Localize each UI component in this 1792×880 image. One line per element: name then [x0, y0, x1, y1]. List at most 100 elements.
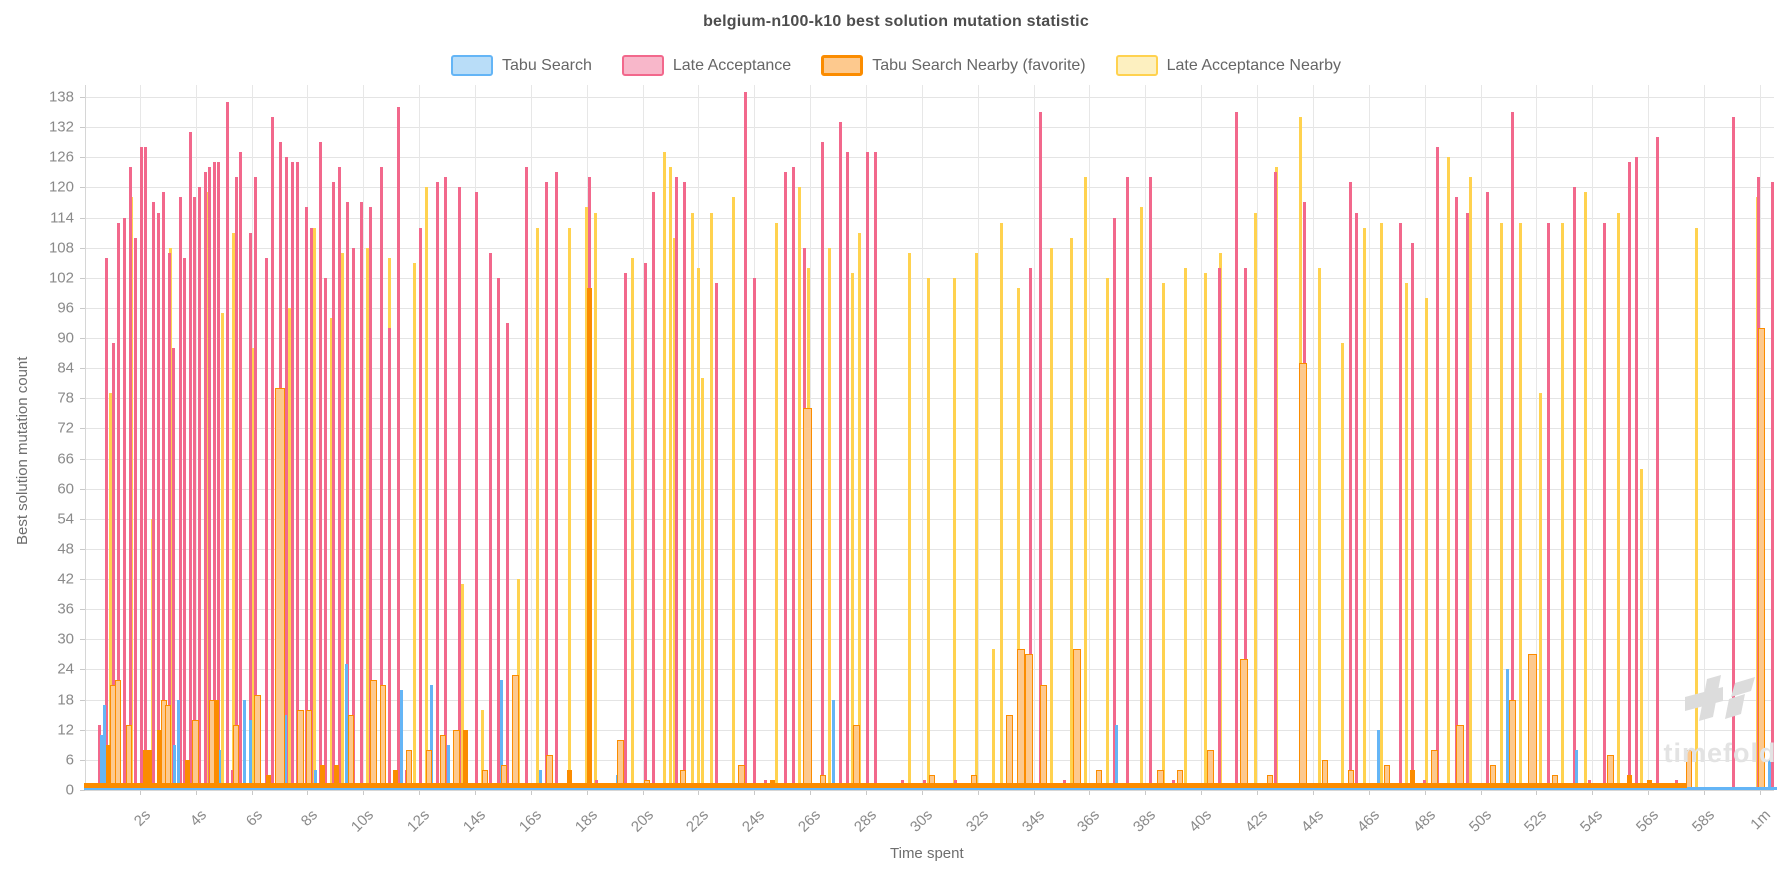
y-tick-label: 102: [48, 269, 74, 287]
tabu_search_nearby-bar: [1347, 769, 1354, 790]
tabu_search_nearby-bar: [253, 694, 261, 790]
legend-item-2[interactable]: Tabu Search Nearby (favorite): [821, 55, 1086, 76]
tabu_search-bar: [177, 699, 181, 790]
y-tick-mark: [80, 187, 85, 189]
legend-item-0[interactable]: Tabu Search: [451, 55, 592, 76]
late_acceptance-bar: [525, 167, 529, 790]
x-tick-label: 32s: [962, 806, 992, 836]
tabu_search_nearby-bar: [114, 679, 121, 790]
late_acceptance_nearby-bar: [109, 393, 113, 790]
tabu_search-bar: [399, 689, 403, 790]
tabu_search-bar: [539, 769, 543, 790]
y-tick-label: 72: [57, 419, 74, 437]
late_acceptance-bar: [134, 237, 138, 790]
x-tick-mark: [1201, 790, 1203, 795]
x-gridline: [1648, 85, 1650, 790]
x-gridline: [1145, 85, 1147, 790]
x-gridline: [530, 85, 532, 790]
tabu_search_nearby-bar: [425, 749, 432, 790]
y-tick-mark: [80, 127, 85, 129]
tabu_search_nearby-bar: [680, 769, 687, 790]
late_acceptance_nearby-bar: [329, 317, 333, 790]
late_acceptance_nearby-bar: [731, 197, 735, 790]
y-tick-label: 42: [57, 570, 74, 588]
x-tick-label: 28s: [850, 806, 881, 836]
tabu_search_nearby-bar: [1527, 654, 1537, 790]
x-tick-mark: [1145, 790, 1147, 795]
late_acceptance_nearby-bar: [1161, 282, 1165, 790]
x-tick-label: 16s: [515, 806, 545, 836]
late_acceptance-bar: [674, 177, 678, 790]
late_acceptance-bar: [265, 257, 269, 790]
late_acceptance-bar: [346, 202, 350, 790]
y-tick-mark: [80, 548, 85, 550]
late_acceptance_nearby-bar: [669, 167, 673, 790]
legend-item-3[interactable]: Late Acceptance Nearby: [1115, 55, 1341, 76]
tabu_search_nearby-bar: [1551, 774, 1558, 790]
late_acceptance_nearby-bar: [340, 252, 344, 790]
tabu_search-baseline: [84, 787, 1777, 790]
late_acceptance-bar: [1149, 177, 1153, 790]
legend-swatch-icon: [821, 55, 864, 76]
late_acceptance-bar: [874, 152, 878, 790]
late_acceptance_nearby-bar: [907, 252, 911, 790]
late_acceptance_nearby-bar: [1379, 222, 1383, 790]
late_acceptance-bar: [1511, 112, 1515, 790]
late_acceptance-bar: [554, 172, 558, 790]
late_acceptance_nearby-bar: [1083, 177, 1087, 790]
y-tick-mark: [80, 368, 85, 370]
late_acceptance-bar: [1125, 177, 1129, 790]
late_acceptance-bar: [203, 172, 207, 790]
y-tick-mark: [80, 759, 85, 761]
tabu_search_nearby-bar: [462, 729, 468, 790]
x-tick-mark: [1089, 790, 1091, 795]
x-gridline: [1703, 85, 1705, 790]
x-axis-title: Time spent: [890, 845, 964, 862]
x-tick-mark: [754, 790, 756, 795]
x-tick-mark: [251, 790, 253, 795]
tabu_search_nearby-bar: [125, 724, 132, 790]
x-tick-label: 40s: [1186, 806, 1216, 836]
x-tick-mark: [1536, 790, 1538, 795]
late_acceptance-bar: [497, 277, 501, 790]
x-tick-mark: [1648, 790, 1650, 795]
late_acceptance_nearby-bar: [1203, 272, 1207, 790]
late_acceptance-bar: [419, 227, 423, 790]
late_acceptance_nearby-bar: [287, 307, 291, 790]
y-tick-label: 30: [57, 630, 74, 648]
tabu_search-bar: [217, 749, 221, 790]
late_acceptance_nearby-bar: [797, 187, 801, 790]
x-gridline: [1312, 85, 1314, 790]
tabu_search_nearby-baseline: [84, 783, 1688, 788]
x-gridline: [195, 85, 197, 790]
late_acceptance_nearby-bar: [1583, 192, 1587, 790]
late_acceptance-bar: [117, 222, 121, 790]
tabu_search_nearby-bar: [1509, 699, 1517, 790]
legend-item-1[interactable]: Late Acceptance: [621, 55, 791, 76]
x-tick-mark: [698, 790, 700, 795]
late_acceptance_nearby-bar: [1561, 222, 1565, 790]
late_acceptance-bar: [821, 142, 825, 790]
tabu_search_nearby-bar: [1157, 769, 1165, 790]
late_acceptance_nearby-bar: [1318, 267, 1322, 790]
late_acceptance-bar: [1466, 212, 1470, 790]
late_acceptance_nearby-bar: [1519, 222, 1523, 790]
late_acceptance-bar: [230, 769, 234, 790]
tabu_search_nearby-bar: [233, 724, 240, 790]
x-tick-label: 58s: [1688, 806, 1718, 836]
late_acceptance-bar: [846, 152, 850, 790]
x-tick-mark: [921, 790, 923, 795]
late_acceptance-bar: [271, 117, 275, 790]
tabu_search_nearby-bar: [1025, 654, 1034, 790]
y-tick-mark: [80, 338, 85, 340]
x-tick-label: 26s: [795, 806, 825, 836]
late_acceptance-bar: [865, 152, 869, 790]
late_acceptance-bar: [183, 257, 187, 790]
late_acceptance-bar: [338, 167, 342, 790]
x-tick-mark: [475, 790, 477, 795]
y-tick-label: 84: [57, 359, 74, 377]
y-tick-label: 60: [57, 480, 74, 498]
x-gridline: [1033, 85, 1035, 790]
late_acceptance_nearby-bar: [1069, 237, 1073, 790]
